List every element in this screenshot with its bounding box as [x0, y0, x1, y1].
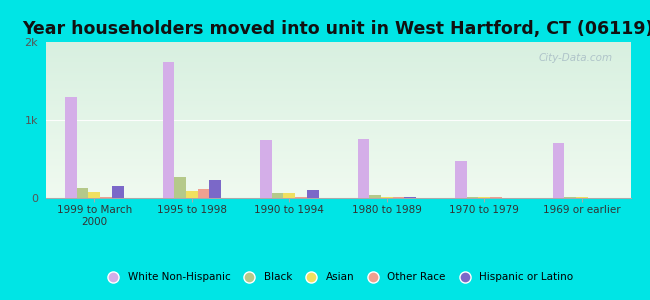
Bar — [552, 143, 564, 198]
Legend: White Non-Hispanic, Black, Asian, Other Race, Hispanic or Latino: White Non-Hispanic, Black, Asian, Other … — [99, 268, 577, 286]
Bar — [467, 197, 478, 198]
Bar — [478, 197, 490, 198]
Bar — [174, 177, 186, 198]
Bar — [112, 185, 124, 198]
Bar — [393, 197, 404, 198]
Bar — [260, 140, 272, 198]
Bar — [381, 197, 393, 198]
Bar — [490, 197, 502, 198]
Bar — [198, 189, 209, 198]
Bar — [307, 190, 318, 198]
Bar — [186, 191, 198, 198]
Bar — [209, 180, 221, 198]
Bar — [77, 188, 88, 198]
Bar — [88, 192, 100, 198]
Bar — [404, 197, 416, 198]
Bar — [295, 197, 307, 198]
Bar — [100, 197, 112, 198]
Bar — [162, 61, 174, 198]
Title: Year householders moved into unit in West Hartford, CT (06119): Year householders moved into unit in Wes… — [22, 20, 650, 38]
Bar — [283, 193, 295, 198]
Bar — [576, 197, 588, 198]
Bar — [358, 139, 369, 198]
Text: City-Data.com: City-Data.com — [539, 53, 613, 63]
Bar — [455, 160, 467, 198]
Bar — [564, 197, 576, 198]
Bar — [369, 195, 381, 198]
Bar — [65, 97, 77, 198]
Bar — [272, 193, 283, 198]
